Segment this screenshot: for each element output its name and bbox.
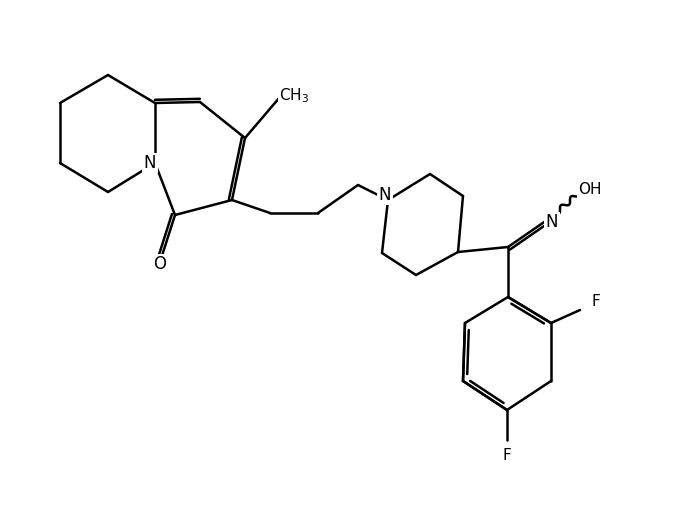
Text: N: N	[546, 213, 558, 231]
Text: CH$_3$: CH$_3$	[279, 87, 309, 106]
Text: F: F	[503, 447, 512, 463]
Text: OH: OH	[578, 182, 602, 196]
Text: N: N	[379, 186, 391, 204]
Text: O: O	[153, 255, 166, 273]
Text: F: F	[592, 295, 601, 310]
Text: N: N	[144, 154, 156, 172]
